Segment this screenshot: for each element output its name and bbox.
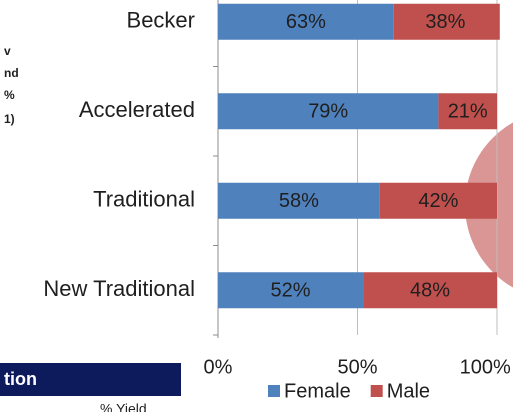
bar-label: 21%: [448, 101, 488, 123]
bar: [218, 272, 364, 309]
bar-label: 38%: [425, 11, 465, 33]
bar-label: 79%: [308, 101, 348, 123]
bar: [218, 182, 380, 219]
bar: [438, 93, 497, 130]
fragment: v: [4, 44, 11, 58]
y-tick-label: Becker: [127, 8, 195, 33]
bar-label: 48%: [410, 280, 450, 302]
fragment: %: [4, 88, 15, 102]
bar-label: 52%: [271, 280, 311, 302]
section-box: [0, 363, 181, 396]
x-tick-label: 50%: [337, 356, 377, 378]
bar-label: 63%: [286, 11, 326, 33]
legend-swatch: [268, 385, 280, 397]
y-tick-label: New Traditional: [43, 276, 195, 301]
bar: [379, 182, 497, 219]
x-tick-label: 100%: [460, 356, 511, 378]
bar: [218, 93, 439, 130]
legend-label: Female: [284, 380, 351, 402]
bar-label: 42%: [418, 190, 458, 212]
fragment: 1): [4, 112, 15, 126]
y-tick-label: Traditional: [93, 187, 195, 212]
bar: [218, 3, 394, 40]
bar: [393, 3, 500, 40]
legend-label: Male: [387, 380, 430, 402]
x-tick-label: 0%: [204, 356, 233, 378]
fragment: nd: [4, 66, 19, 80]
section-title: tion: [4, 369, 37, 389]
legend-swatch: [370, 385, 383, 397]
bar-label: 58%: [279, 190, 319, 212]
y-tick-label: Accelerated: [79, 97, 195, 122]
fragment: % Yield: [100, 401, 147, 412]
bar: [363, 272, 497, 309]
